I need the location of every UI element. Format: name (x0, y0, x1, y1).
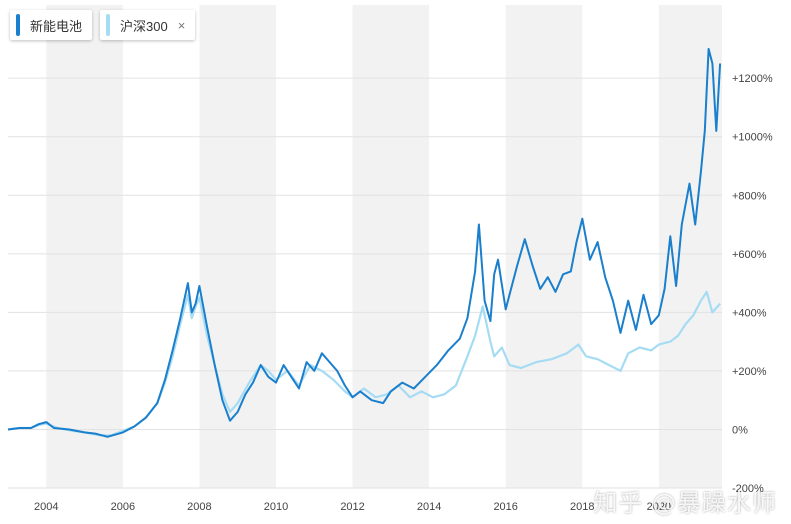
legend-label-series-2: 沪深300 (120, 18, 168, 34)
series-line-1 (7, 47, 722, 438)
x-tick-label-1: 2006 (111, 501, 135, 513)
year-band-3 (505, 5, 583, 488)
y-tick-label-7: -200% (732, 483, 764, 495)
close-icon[interactable]: × (177, 17, 186, 33)
chart-legend: 新能电池 沪深300 × (10, 10, 196, 40)
y-tick-label-3: +600% (732, 249, 767, 261)
y-tick-label-4: +400% (732, 307, 767, 319)
legend-label-series-1: 新能电池 (30, 18, 83, 34)
x-tick-label-5: 2014 (417, 501, 441, 513)
year-band-2 (352, 5, 430, 488)
chart-series (7, 47, 722, 438)
y-tick-label-2: +800% (732, 190, 767, 202)
y-tick-label-6: 0% (732, 424, 748, 436)
legend-swatch-series-1 (16, 14, 20, 36)
y-tick-label-1: +1000% (732, 132, 773, 144)
legend-item-series-2[interactable]: 沪深300 × (100, 10, 196, 40)
x-tick-label-0: 2004 (34, 501, 58, 513)
year-band-1 (199, 5, 276, 488)
x-axis-tick-labels: 2004 2006 2008 2010 2012 2014 2016 2018 2020 (34, 501, 671, 513)
watermark-text: 知乎 @暴躁水师 (593, 489, 777, 517)
x-tick-label-6: 2016 (493, 501, 517, 513)
x-tick-label-8: 2020 (647, 501, 671, 513)
x-tick-label-7: 2018 (570, 501, 594, 513)
year-band-0 (46, 5, 123, 488)
y-axis-tick-labels: +1200% +1000% +800% +600% +400% +200% 0% -200% (732, 73, 773, 495)
x-tick-label-4: 2012 (340, 501, 364, 513)
x-tick-label-2: 2008 (187, 501, 211, 513)
legend-swatch-series-2 (106, 14, 111, 36)
y-tick-label-5: +200% (732, 366, 767, 378)
legend-item-series-1[interactable]: 新能电池 (10, 10, 93, 40)
y-tick-label-0: +1200% (732, 73, 773, 85)
x-tick-label-3: 2010 (264, 501, 288, 513)
